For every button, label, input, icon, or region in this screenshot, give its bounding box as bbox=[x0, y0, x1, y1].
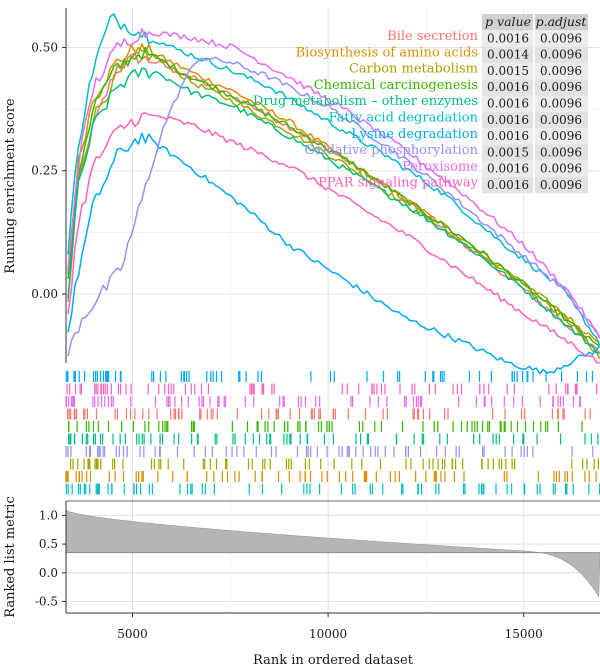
pvalue-table: p value p.adjust 0.0016 0.0096 0.0014 0.0096 0… bbox=[482, 14, 588, 194]
top-y-ticks: 0.00 0.25 0.50 bbox=[31, 40, 66, 301]
table-cell: 0.0096 bbox=[540, 162, 582, 176]
table-header-cell: p value bbox=[485, 14, 531, 29]
table-cell: 0.0016 bbox=[487, 31, 529, 45]
x-axis-title: Rank in ordered dataset bbox=[253, 653, 414, 668]
x-tick-label: 5000 bbox=[117, 627, 148, 641]
x-tick-label: 10000 bbox=[309, 627, 347, 641]
table-cell: 0.0096 bbox=[540, 80, 582, 94]
table-cell: 0.0096 bbox=[540, 31, 582, 45]
series-line bbox=[67, 132, 600, 375]
legend-entry: Biosynthesis of amino acids bbox=[296, 45, 478, 60]
table-cell: 0.0096 bbox=[540, 129, 582, 143]
table-cell: 0.0016 bbox=[487, 97, 529, 111]
table-header-cell: p.adjust bbox=[536, 14, 588, 29]
legend-entry: Oxidative phosphorylation bbox=[304, 143, 478, 158]
table-cell: 0.0096 bbox=[540, 48, 582, 62]
legend-entry: Drug metabolism – other enzymes bbox=[253, 94, 478, 109]
legend-entry: Lysine degradation bbox=[351, 127, 478, 142]
table-cell: 0.0096 bbox=[540, 178, 582, 192]
series-line bbox=[67, 56, 600, 357]
table-row bbox=[482, 111, 588, 129]
table-cell: 0.0096 bbox=[540, 145, 582, 159]
table-cell: 0.0096 bbox=[540, 113, 582, 127]
series-line bbox=[67, 13, 600, 346]
table-row bbox=[482, 177, 588, 194]
top-y-tick-label: 0.25 bbox=[31, 164, 58, 178]
table-cell: 0.0096 bbox=[540, 64, 582, 78]
gene-set-ticks bbox=[65, 371, 600, 495]
table-cell: 0.0014 bbox=[487, 48, 529, 62]
top-y-tick-label: 0.50 bbox=[31, 40, 58, 54]
bottom-y-tick-label: 1.0 bbox=[39, 508, 58, 522]
table-row bbox=[482, 79, 588, 96]
middle-grid bbox=[132, 363, 525, 501]
table-row bbox=[482, 144, 588, 161]
legend-entry: PPAR signaling pathway bbox=[318, 176, 479, 191]
table-cell: 0.0016 bbox=[487, 80, 529, 94]
bottom-panel-background bbox=[66, 501, 600, 613]
table-row bbox=[482, 62, 588, 80]
legend-entry: Fatty acid degradation bbox=[329, 111, 479, 126]
middle-panel-background bbox=[66, 363, 600, 501]
legend-entry: Chemical carcinogenesis bbox=[314, 78, 478, 93]
x-tick-label: 15000 bbox=[505, 627, 543, 641]
legend-entry: Peroxisome bbox=[402, 159, 478, 174]
table-cell: 0.0015 bbox=[487, 64, 529, 78]
table-row bbox=[482, 95, 588, 112]
table-cell: 0.0016 bbox=[487, 162, 529, 176]
series-line bbox=[67, 28, 600, 339]
top-y-tick-label: 0.00 bbox=[31, 287, 58, 301]
series-line bbox=[67, 67, 600, 354]
table-header-background bbox=[482, 14, 588, 31]
bottom-y-axis-title: Ranked list metric bbox=[3, 496, 18, 617]
table-row bbox=[482, 46, 588, 63]
bottom-y-tick-label: -0.5 bbox=[35, 595, 58, 609]
x-ticks: 5000 10000 15000 bbox=[117, 613, 543, 641]
table-cell: 0.0096 bbox=[540, 97, 582, 111]
table-cell: 0.0016 bbox=[487, 113, 529, 127]
ranked-metric-area bbox=[65, 509, 600, 598]
bottom-y-tick-label: 0.0 bbox=[39, 566, 58, 580]
table-row bbox=[482, 30, 588, 47]
bottom-y-tick-label: 0.5 bbox=[39, 537, 58, 551]
legend-entry: Carbon metabolism bbox=[349, 62, 478, 77]
legend-entry: Bile secretion bbox=[387, 29, 478, 44]
bottom-y-ticks: 1.0 0.5 0.0 -0.5 bbox=[35, 508, 66, 609]
table-cell: 0.0016 bbox=[487, 178, 529, 192]
series-line bbox=[67, 46, 600, 348]
top-y-axis-title: Running enrichment score bbox=[3, 98, 18, 274]
metric-area-fill bbox=[65, 509, 600, 598]
series-lines bbox=[67, 13, 600, 375]
table-cell: 0.0015 bbox=[487, 145, 529, 159]
table-row bbox=[482, 160, 588, 177]
table-row bbox=[482, 128, 588, 145]
table-cell: 0.0016 bbox=[487, 129, 529, 143]
series-line bbox=[67, 112, 600, 364]
